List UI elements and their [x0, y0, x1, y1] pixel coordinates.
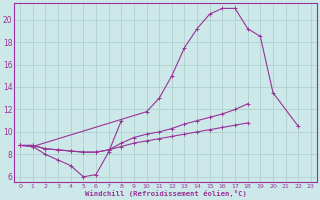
X-axis label: Windchill (Refroidissement éolien,°C): Windchill (Refroidissement éolien,°C) — [84, 190, 246, 197]
